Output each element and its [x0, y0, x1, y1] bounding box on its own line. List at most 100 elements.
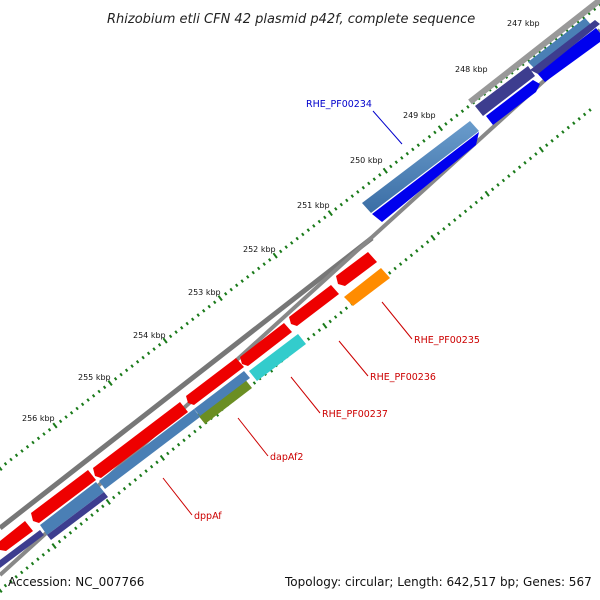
map-title: Rhizobium etli CFN 42 plasmid p42f, comp…: [107, 12, 475, 27]
tick-mark: [367, 181, 371, 186]
tick-mark: [312, 224, 316, 228]
cds-red-3[interactable]: [240, 323, 292, 366]
tick-mark: [490, 187, 495, 192]
tick-mark: [317, 328, 322, 332]
tick-mark: [3, 583, 8, 588]
tick-mark: [63, 535, 67, 540]
tick-mark: [25, 566, 29, 570]
tick-label-256: 256 kbp: [22, 414, 55, 423]
tick-label-249: 249 kbp: [403, 111, 436, 120]
cds-orange-RHE_PF00235[interactable]: [344, 268, 390, 306]
tick-mark: [433, 130, 437, 135]
tick-mark: [334, 207, 338, 211]
track-blue-segment-3[interactable]: [40, 482, 104, 535]
cds-blue-upper-e[interactable]: [537, 28, 600, 82]
tick-mark: [135, 360, 140, 364]
cds-red-2[interactable]: [289, 285, 339, 326]
gene-label-RHE_PF00237[interactable]: RHE_PF00237: [322, 409, 388, 420]
cds-blue-upper-d[interactable]: [528, 18, 593, 70]
tick-mark: [405, 151, 410, 156]
cds-olive-dapAf2[interactable]: [197, 378, 252, 424]
track-dark-segment-2[interactable]: [0, 530, 44, 568]
cds-red-dppAf[interactable]: [93, 402, 188, 478]
tick-mark: [20, 449, 24, 453]
tick-mark: [84, 517, 89, 522]
gene-label-RHE_PF00235[interactable]: RHE_PF00235: [414, 335, 480, 346]
cds-red-1[interactable]: [336, 252, 377, 286]
cds-blue-gradient-upper[interactable]: [362, 121, 479, 213]
cds-red-4[interactable]: [186, 358, 244, 405]
tick-mark: [507, 174, 511, 178]
tick-mark: [202, 309, 206, 313]
track-blue-segment-1[interactable]: [194, 371, 250, 416]
gene-track-lower: [0, 252, 390, 568]
gene-label-RHE_PF00236[interactable]: RHE_PF00236: [370, 372, 436, 383]
tick-mark: [52, 422, 58, 429]
tick-mark: [588, 108, 592, 112]
cds-blue-upper-c[interactable]: [486, 80, 540, 125]
tick-mark: [79, 522, 83, 526]
track-dark-segment-1[interactable]: [47, 492, 108, 540]
tick-mark: [144, 469, 148, 473]
tick-mark: [240, 279, 244, 283]
tick-mark: [444, 122, 448, 126]
tick-mark: [356, 190, 360, 194]
cds-red-5[interactable]: [31, 470, 96, 523]
tick-mark: [185, 321, 189, 326]
gene-label-RHE_PF00234[interactable]: RHE_PF00234: [306, 99, 372, 110]
tick-mark: [128, 482, 132, 487]
tick-mark: [3, 462, 8, 466]
tick-mark: [193, 429, 197, 434]
tick-mark: [36, 557, 40, 562]
tick-mark: [523, 160, 527, 165]
tick-mark: [284, 245, 288, 249]
cds-dark-upper[interactable]: [530, 20, 600, 74]
tick-mark: [124, 368, 129, 373]
tick-mark: [555, 134, 560, 139]
tick-label-247: 247 kbp: [507, 19, 540, 28]
cds-blue-upper-a[interactable]: [372, 132, 479, 222]
tick-mark: [382, 167, 388, 174]
tick-mark: [409, 253, 414, 258]
tick-mark: [41, 552, 46, 557]
tick-mark: [0, 466, 3, 471]
cds-blue-upper-b[interactable]: [475, 66, 535, 116]
backbone-inner: [0, 28, 600, 577]
tick-mark: [289, 241, 294, 245]
tick-mark: [306, 228, 311, 232]
tick-mark: [0, 588, 3, 594]
tick-mark: [345, 198, 349, 203]
tick-mark: [278, 249, 283, 254]
tick-mark: [561, 130, 565, 134]
tick-label-253: 253 kbp: [188, 288, 221, 297]
tick-mark: [130, 364, 134, 368]
tick-mark: [344, 306, 349, 310]
tick-mark: [437, 125, 444, 132]
cds-red-6[interactable]: [0, 521, 33, 551]
tick-mark: [252, 381, 257, 385]
gene-track-upper: [362, 18, 600, 222]
gene-label-dppAf[interactable]: dppAf: [194, 511, 222, 522]
tick-mark: [447, 222, 452, 227]
tick-label-254: 254 kbp: [133, 331, 166, 340]
tick-mark: [57, 539, 62, 544]
track-blue-segment-2[interactable]: [99, 409, 200, 489]
tick-mark: [74, 526, 78, 531]
tick-mark: [176, 442, 181, 447]
tick-mark: [101, 504, 105, 509]
tick-mark: [312, 332, 316, 337]
tick-mark: [372, 177, 377, 181]
tick-label-248: 248 kbp: [455, 65, 488, 74]
tick-mark: [42, 432, 46, 436]
tick-mark: [350, 194, 355, 198]
tick-mark: [152, 347, 156, 351]
tick-mark: [180, 326, 184, 330]
cds-cyan-RHE_PF00236[interactable]: [249, 334, 306, 381]
leader-lines: [162, 110, 413, 516]
gene-label-dapAf2[interactable]: dapAf2: [270, 452, 303, 463]
tick-mark: [538, 146, 544, 153]
tick-mark: [51, 542, 57, 550]
accession-text: Accession: NC_007766: [8, 575, 144, 589]
tick-mark: [449, 117, 454, 122]
tick-mark: [119, 372, 123, 377]
